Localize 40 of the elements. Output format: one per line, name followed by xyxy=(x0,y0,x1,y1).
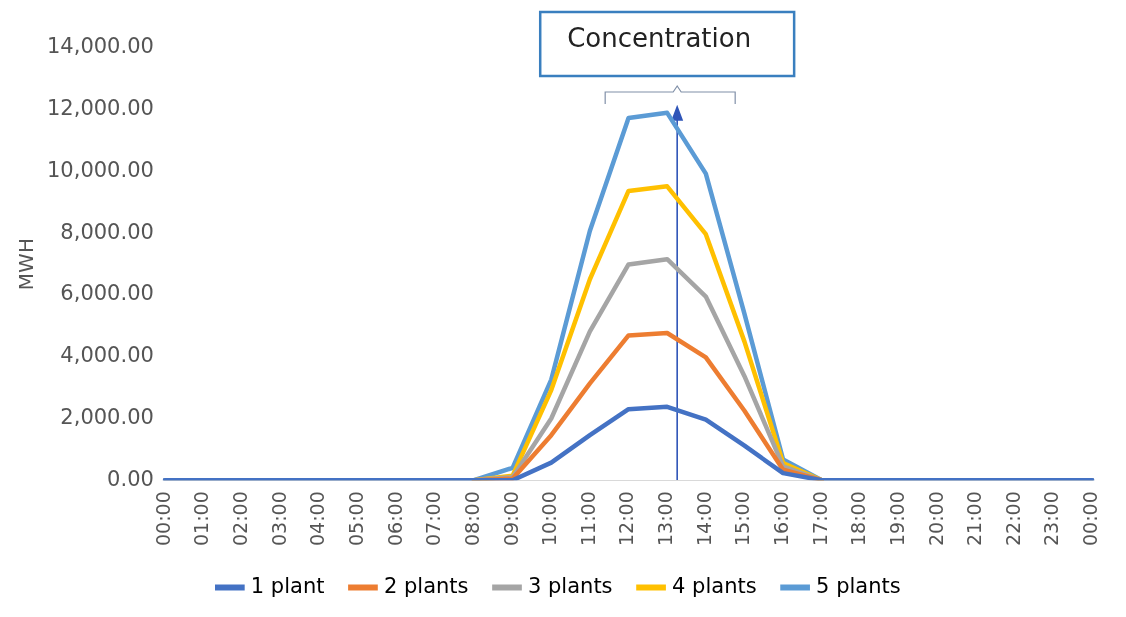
x-tick-label: 22:00 xyxy=(1001,491,1024,547)
x-tick-label: 16:00 xyxy=(770,491,793,547)
x-tick-label: 19:00 xyxy=(885,491,908,547)
x-tick-label: 18:00 xyxy=(847,491,870,547)
x-tick-label: 02:00 xyxy=(229,491,252,547)
x-tick-label: 01:00 xyxy=(190,491,213,547)
x-tick-label: 06:00 xyxy=(383,491,406,547)
y-tick-label: 14,000.00 xyxy=(46,34,154,59)
x-tick-label: 07:00 xyxy=(422,491,445,547)
y-tick-label: 6,000.00 xyxy=(60,281,154,306)
y-tick-label: 8,000.00 xyxy=(60,219,154,244)
x-tick-label: 00:00 xyxy=(1079,491,1102,547)
y-tick-label: 0.00 xyxy=(107,466,154,491)
x-tick-label: 00:00 xyxy=(151,491,174,547)
x-tick-label: 11:00 xyxy=(576,491,599,547)
x-tick-label: 15:00 xyxy=(731,491,754,547)
x-tick-label: 08:00 xyxy=(460,491,483,547)
legend-label: 2 plants xyxy=(383,573,469,598)
x-tick-label: 14:00 xyxy=(692,491,715,547)
y-tick-label: 12,000.00 xyxy=(46,96,154,121)
x-tick-label: 23:00 xyxy=(1040,491,1063,547)
x-tick-label: 09:00 xyxy=(499,491,522,547)
x-tick-label: 04:00 xyxy=(306,491,329,547)
y-tick-label: 2,000.00 xyxy=(60,404,154,429)
y-axis-title: MWH xyxy=(14,238,39,291)
legend-label: 4 plants xyxy=(672,573,757,598)
x-tick-label: 20:00 xyxy=(924,491,947,547)
x-tick-label: 13:00 xyxy=(654,491,677,547)
legend-label: 3 plants xyxy=(528,573,613,598)
x-tick-label: 17:00 xyxy=(808,491,831,547)
annotation: Concentration xyxy=(567,22,752,53)
y-tick-label: 4,000.00 xyxy=(60,343,154,368)
x-tick-label: 12:00 xyxy=(615,491,638,547)
x-tick-label: 10:00 xyxy=(538,491,561,547)
x-tick-label: 03:00 xyxy=(267,491,290,547)
legend-label: 5 plants xyxy=(816,573,901,598)
legend-label: 1 plant xyxy=(250,573,325,598)
x-tick-label: 05:00 xyxy=(345,491,368,547)
y-tick-label: 10,000.00 xyxy=(46,157,154,182)
x-tick-label: 21:00 xyxy=(963,491,986,547)
